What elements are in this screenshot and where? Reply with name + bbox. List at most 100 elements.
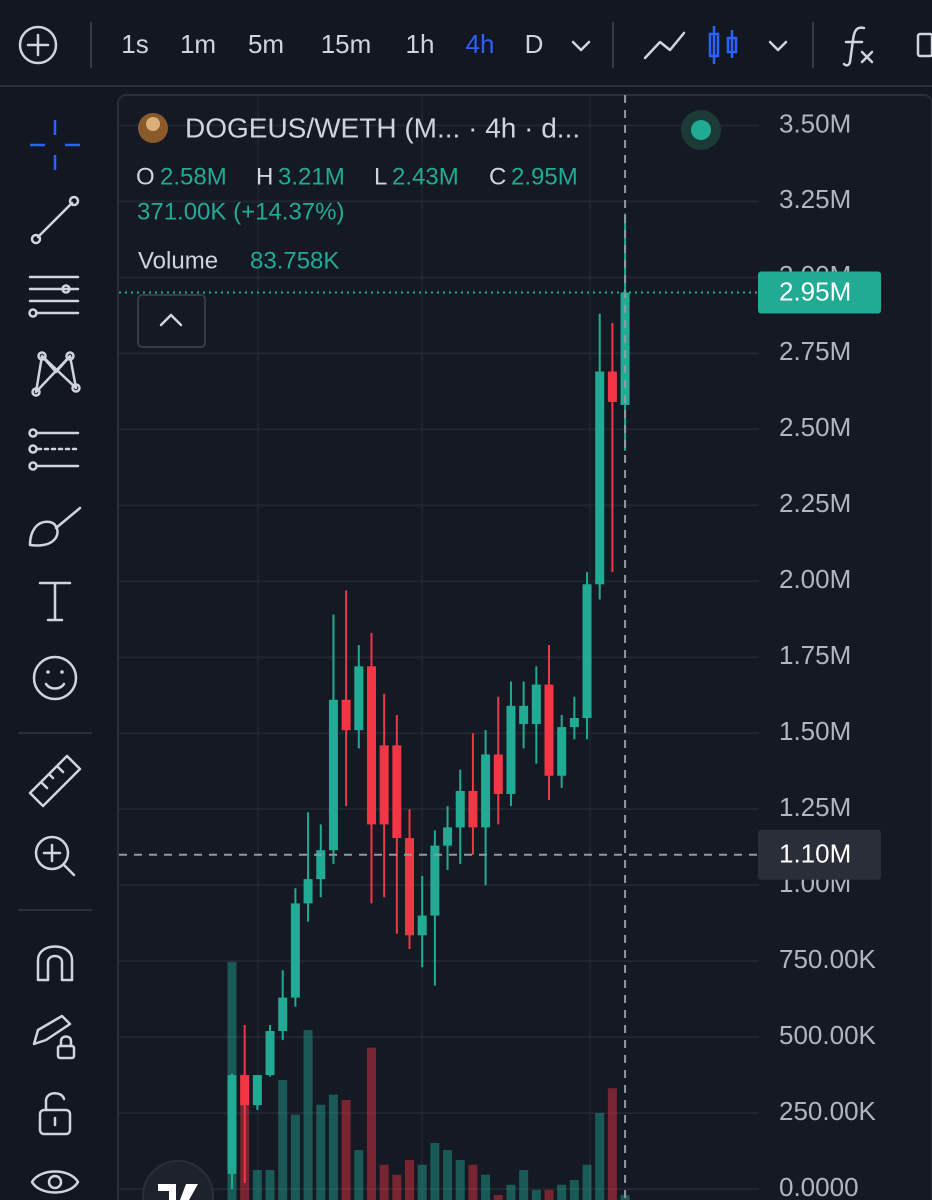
candle-body: [303, 879, 313, 904]
interval-button[interactable]: D: [525, 29, 544, 59]
ohlc-value: 2.95M: [511, 163, 578, 190]
measure-tool[interactable]: [28, 754, 82, 808]
horizontal-lines-tool[interactable]: [28, 275, 80, 318]
collapse-legend-button[interactable]: [137, 294, 206, 348]
candle-body: [519, 705, 529, 725]
unlock-tool[interactable]: [38, 1092, 72, 1136]
interval-button[interactable]: 1h: [406, 29, 435, 59]
brush-tool[interactable]: [28, 506, 82, 547]
volume-bar: [531, 1190, 541, 1200]
trend-line-tool[interactable]: [30, 195, 80, 245]
candle-body: [392, 745, 402, 839]
lock-drawings-tool[interactable]: [32, 1014, 76, 1060]
candle-body: [379, 745, 389, 825]
last-price-label: 2.95M: [779, 276, 851, 306]
candle-body: [468, 790, 478, 828]
interval-dropdown[interactable]: [571, 40, 591, 52]
magnet-tool[interactable]: [36, 945, 74, 982]
volume-bar: [582, 1164, 592, 1200]
volume-bar: [290, 1114, 300, 1200]
candle-body: [316, 850, 326, 880]
candle-body: [366, 666, 376, 825]
candle-body: [278, 997, 288, 1032]
interval-button[interactable]: 4h: [466, 29, 495, 59]
ohlc-value: 2.58M: [160, 163, 227, 190]
interval-button[interactable]: 15m: [321, 29, 372, 59]
volume-bar: [341, 1100, 351, 1200]
volume-bar: [443, 1150, 453, 1200]
indicators-button[interactable]: [842, 26, 874, 67]
ohlc-label: O: [136, 163, 155, 190]
volume-bar: [328, 1094, 338, 1200]
candle-body: [354, 666, 364, 731]
volume-bar: [278, 1080, 288, 1200]
y-tick-label: 2.50M: [779, 412, 851, 442]
symbol-title[interactable]: DOGEUS/WETH (M... · 4h · d...: [185, 112, 580, 143]
candle-body: [455, 790, 465, 828]
y-tick-label: 1.25M: [779, 792, 851, 822]
interval-button[interactable]: 5m: [248, 29, 284, 59]
candle-body: [265, 1031, 275, 1076]
volume-bar: [354, 1150, 364, 1200]
candle-body: [506, 705, 516, 794]
y-tick-label: 2.25M: [779, 488, 851, 518]
legend: DOGEUS/WETH (M... · 4h · d... O 2.58M H …: [136, 110, 721, 348]
line-chart-button[interactable]: [643, 31, 686, 60]
y-tick-label: 1.50M: [779, 716, 851, 746]
volume-bar: [316, 1104, 326, 1200]
pattern-tool[interactable]: [31, 351, 81, 397]
y-tick-label: 0.0000: [779, 1172, 859, 1200]
volume-bar: [265, 1170, 275, 1200]
more-button[interactable]: [916, 32, 932, 58]
overlays: [119, 95, 759, 1200]
candle-chart-button[interactable]: [708, 26, 738, 64]
volume-bar: [252, 1170, 262, 1200]
y-tick-label: 750.00K: [779, 944, 877, 974]
ohlc-value: 3.21M: [278, 163, 345, 190]
candle-body: [595, 371, 605, 585]
volume-label: Volume: [138, 247, 218, 274]
symbol-avatar-face: [146, 117, 160, 131]
status-dot: [691, 120, 711, 140]
visibility-tool[interactable]: [30, 1170, 80, 1194]
candle-body: [417, 915, 427, 936]
ohlc-value: 2.43M: [392, 163, 459, 190]
volume-value: 83.758K: [250, 247, 339, 274]
candle-body: [582, 584, 592, 719]
volume-bar: [481, 1174, 491, 1200]
interval-group: 1s 1m 5m 15m 1h 4h D: [121, 29, 543, 59]
volume-bar: [417, 1164, 427, 1200]
candle-body: [544, 684, 554, 776]
y-tick-label: 2.75M: [779, 336, 851, 366]
emoji-tool[interactable]: [32, 655, 78, 701]
candle-body: [430, 845, 440, 916]
volume-bar: [405, 1160, 415, 1200]
crosshair-tool[interactable]: [30, 120, 80, 170]
candle-body: [252, 1075, 262, 1106]
text-tool[interactable]: [38, 581, 72, 622]
candle-body: [227, 1075, 237, 1174]
y-tick-label: 250.00K: [779, 1096, 877, 1126]
volume-bar: [303, 1030, 313, 1200]
crosshair-badge: [758, 829, 881, 880]
price-axis: 0.0000250.00K500.00K750.00K1.00M1.25M1.5…: [758, 108, 881, 1200]
candle-body: [493, 754, 503, 794]
volume-bar: [595, 1112, 605, 1200]
y-tick-label: 1.75M: [779, 640, 851, 670]
drawing-toolbar: [18, 120, 92, 1194]
y-tick-label: 2.00M: [779, 564, 851, 594]
ohlc-label: L: [374, 163, 387, 190]
add-symbol-button[interactable]: [18, 25, 58, 65]
interval-button[interactable]: 1s: [121, 29, 148, 59]
fib-tool[interactable]: [28, 428, 80, 471]
candle-body: [240, 1075, 250, 1106]
volume-bar: [392, 1174, 402, 1200]
ohlc-label: C: [489, 163, 506, 190]
brand-logo[interactable]: [142, 1160, 214, 1200]
zoom-tool[interactable]: [34, 835, 76, 877]
chart-type-dropdown[interactable]: [768, 40, 788, 52]
interval-button[interactable]: 1m: [180, 29, 216, 59]
